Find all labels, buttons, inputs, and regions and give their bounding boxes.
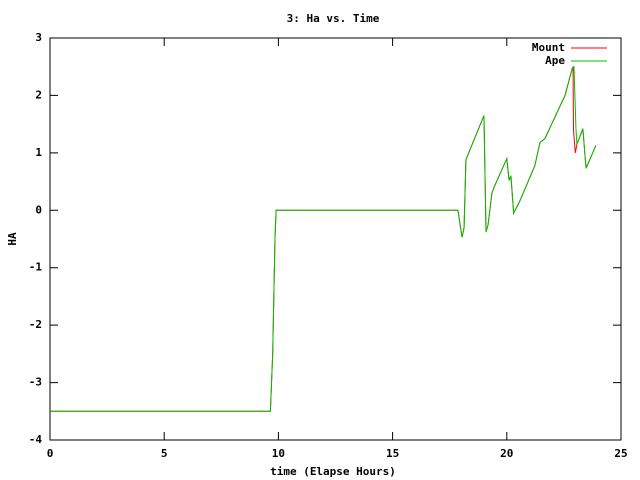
legend-label: Mount xyxy=(532,41,565,54)
y-tick-label: 1 xyxy=(35,146,42,159)
y-tick-label: -2 xyxy=(29,318,42,331)
x-tick-label: 10 xyxy=(272,447,285,460)
x-tick-label: 5 xyxy=(161,447,168,460)
y-tick-label: -3 xyxy=(29,376,42,389)
y-axis-label: HA xyxy=(6,232,19,246)
chart-title: 3: Ha vs. Time xyxy=(287,12,380,25)
plot-frame xyxy=(49,37,622,441)
y-tick-label: -4 xyxy=(29,433,43,446)
x-tick-label: 20 xyxy=(500,447,513,460)
series-line xyxy=(50,65,597,412)
x-tick-label: 15 xyxy=(386,447,399,460)
y-tick-label: 2 xyxy=(35,88,42,101)
x-tick-label: 0 xyxy=(47,447,54,460)
x-tick-label: 25 xyxy=(614,447,627,460)
y-tick-label: 0 xyxy=(35,203,42,216)
legend-label: Ape xyxy=(545,54,565,67)
y-tick-label: 3 xyxy=(35,31,42,44)
y-tick-label: -1 xyxy=(29,261,43,274)
x-axis-label: time (Elapse Hours) xyxy=(270,465,396,478)
